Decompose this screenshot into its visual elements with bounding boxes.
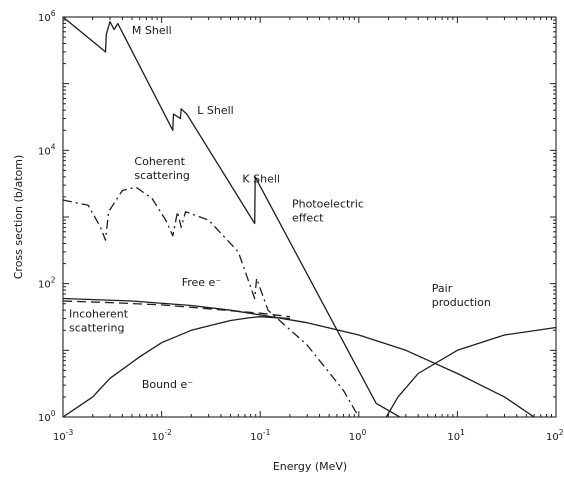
- x-tick-label: 10-1: [250, 428, 270, 443]
- y-tick-label: 104: [38, 142, 56, 157]
- y-tick-label: 100: [38, 409, 56, 424]
- x-tick-label: 10-3: [53, 428, 73, 443]
- series-bound-e: [63, 316, 290, 417]
- y-axis-title: Cross section (b/atom): [12, 155, 25, 280]
- annotation-free-e: Free e⁻: [182, 276, 222, 289]
- x-tick-label: 102: [546, 428, 564, 443]
- annotation-photoelectric: Photoelectric: [292, 197, 364, 210]
- series-incoherent-scattering: [63, 297, 535, 417]
- annotation-bound-e: Bound e⁻: [142, 378, 193, 391]
- series-pair-production: [385, 326, 556, 417]
- annotation-coherent: Coherent: [134, 155, 185, 168]
- annotation-pair: production: [432, 296, 491, 309]
- series-free-e: [63, 300, 290, 318]
- annotation-incoherent: Incoherent: [69, 308, 129, 321]
- annotation-coherent: scattering: [134, 169, 189, 182]
- x-tick-label: 10-2: [152, 428, 172, 443]
- y-tick-label: 106: [38, 9, 56, 24]
- series-layer: [63, 17, 556, 417]
- series-coherent-scattering: [63, 186, 360, 417]
- annotation-k-shell: K Shell: [242, 172, 280, 185]
- annotation-l-shell: L Shell: [197, 104, 233, 117]
- x-axis-title: Energy (MeV): [273, 460, 347, 473]
- series-photoelectric-effect: [63, 17, 401, 417]
- annotation-m-shell: M Shell: [132, 24, 172, 37]
- x-tick-label: 100: [349, 428, 367, 443]
- axis-ticks: 10-3 10-2 10-1 100 101 102 100 102 104 106: [38, 9, 564, 443]
- annotation-photoelectric: effect: [292, 211, 324, 224]
- annotation-pair: Pair: [432, 282, 453, 295]
- annotation-incoherent: scattering: [69, 322, 124, 335]
- y-tick-label: 102: [38, 276, 56, 291]
- x-tick-label: 101: [447, 428, 465, 443]
- annotation-layer: M Shell L Shell K Shell Photoelectriceffect…: [69, 24, 491, 391]
